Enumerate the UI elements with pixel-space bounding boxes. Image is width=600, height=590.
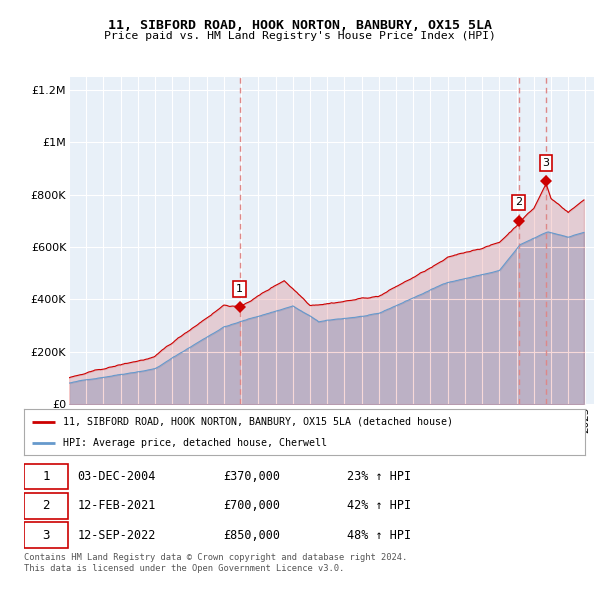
Text: 2: 2 (515, 198, 522, 208)
Text: 42% ↑ HPI: 42% ↑ HPI (347, 499, 410, 513)
Text: 1: 1 (236, 284, 243, 294)
FancyBboxPatch shape (24, 522, 68, 548)
Text: 2: 2 (42, 499, 50, 513)
Text: £370,000: £370,000 (223, 470, 280, 483)
Text: 48% ↑ HPI: 48% ↑ HPI (347, 529, 410, 542)
Text: 12-FEB-2021: 12-FEB-2021 (77, 499, 155, 513)
Text: Contains HM Land Registry data © Crown copyright and database right 2024.
This d: Contains HM Land Registry data © Crown c… (24, 553, 407, 573)
Text: 23% ↑ HPI: 23% ↑ HPI (347, 470, 410, 483)
Text: Price paid vs. HM Land Registry's House Price Index (HPI): Price paid vs. HM Land Registry's House … (104, 31, 496, 41)
Text: 12-SEP-2022: 12-SEP-2022 (77, 529, 155, 542)
Text: £700,000: £700,000 (223, 499, 280, 513)
Text: 3: 3 (42, 529, 50, 542)
Text: 1: 1 (42, 470, 50, 483)
Text: 11, SIBFORD ROAD, HOOK NORTON, BANBURY, OX15 5LA: 11, SIBFORD ROAD, HOOK NORTON, BANBURY, … (108, 19, 492, 32)
Text: HPI: Average price, detached house, Cherwell: HPI: Average price, detached house, Cher… (63, 438, 327, 448)
Text: 3: 3 (542, 158, 550, 168)
FancyBboxPatch shape (24, 493, 68, 519)
Text: £850,000: £850,000 (223, 529, 280, 542)
Text: 03-DEC-2004: 03-DEC-2004 (77, 470, 155, 483)
Text: 11, SIBFORD ROAD, HOOK NORTON, BANBURY, OX15 5LA (detached house): 11, SIBFORD ROAD, HOOK NORTON, BANBURY, … (63, 417, 453, 427)
FancyBboxPatch shape (24, 464, 68, 490)
